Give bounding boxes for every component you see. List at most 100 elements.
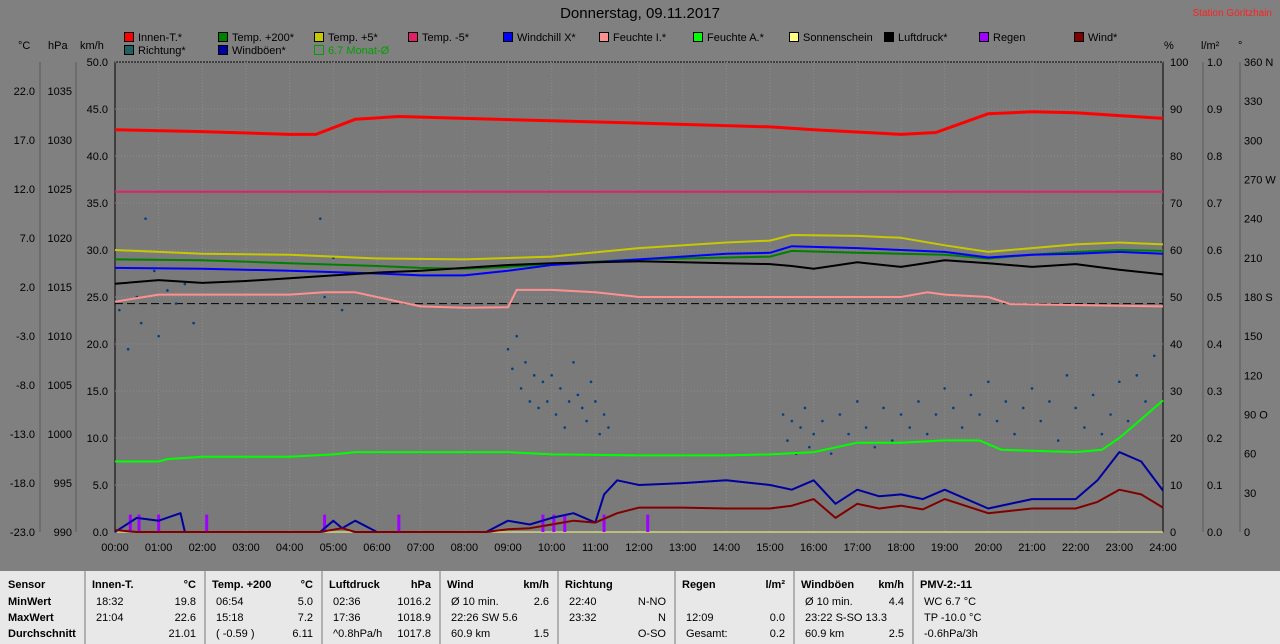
tick-label-direction: 210 xyxy=(1244,253,1262,265)
column-separator xyxy=(674,571,676,644)
rain-bar xyxy=(397,514,401,532)
legend-swatch xyxy=(218,32,228,42)
cell-label: 17:36 xyxy=(333,612,361,624)
tick-label-time: 10:00 xyxy=(538,542,566,554)
tick-label-pressure: 1025 xyxy=(48,184,72,196)
legend-item: Temp. +200* xyxy=(218,32,294,45)
cell-value: 0.0 xyxy=(769,612,785,624)
direction-point xyxy=(567,400,571,403)
tick-label-time: 23:00 xyxy=(1106,542,1134,554)
direction-point xyxy=(323,295,326,299)
direction-point xyxy=(987,380,990,384)
tick-label-temp: 12.0 xyxy=(14,184,35,196)
tick-label-pressure: 1015 xyxy=(48,282,72,294)
tick-label-temp: -13.0 xyxy=(10,429,35,441)
unit-celsius: °C xyxy=(18,40,31,52)
direction-point xyxy=(803,406,807,410)
cell-value: N-NO xyxy=(637,596,666,608)
legend-item: Regen xyxy=(979,32,1025,45)
direction-point xyxy=(925,432,929,436)
tick-label-rain: 1.0 xyxy=(1207,57,1222,69)
direction-point xyxy=(563,426,567,429)
series-line xyxy=(114,234,1164,261)
direction-point xyxy=(139,321,143,325)
cell-label: 15:18 xyxy=(216,612,244,624)
tick-label-time: 02:00 xyxy=(189,542,217,554)
tick-label-rain: 0.1 xyxy=(1207,480,1222,492)
tick-label-wind: 50.0 xyxy=(87,57,108,69)
rain-bar xyxy=(323,514,327,532)
cell-value: 19.8 xyxy=(174,596,196,608)
cell-value: 1.5 xyxy=(533,628,549,640)
direction-point xyxy=(882,406,885,410)
tick-label-wind: 45.0 xyxy=(87,104,108,116)
column-header: Innen-T. xyxy=(92,579,134,591)
tick-label-time: 11:00 xyxy=(582,542,609,554)
legend-item: Richtung* xyxy=(124,45,186,58)
legend-label: Richtung* xyxy=(138,45,186,57)
direction-point xyxy=(799,426,802,429)
direction-point xyxy=(1152,354,1156,358)
direction-point xyxy=(1109,413,1112,416)
tick-label-time: 22:00 xyxy=(1062,542,1090,554)
direction-point xyxy=(917,400,920,403)
legend-label: Windchill X* xyxy=(517,32,576,44)
series-line xyxy=(114,245,1164,277)
direction-point xyxy=(812,432,815,436)
direction-point xyxy=(153,269,156,273)
tick-label-time: 07:00 xyxy=(407,542,435,554)
rain-bar xyxy=(205,514,209,532)
legend-swatch xyxy=(124,32,134,42)
legend-label: Temp. +5* xyxy=(328,32,378,44)
cell-value: 1017.8 xyxy=(397,628,431,640)
tick-label-temp: -23.0 xyxy=(10,527,35,539)
tick-label-humidity: 90 xyxy=(1170,104,1182,116)
column-separator xyxy=(912,571,914,644)
tick-label-wind: 5.0 xyxy=(93,480,108,492)
cell-value: 5.0 xyxy=(297,596,313,608)
tick-label-rain: 0.7 xyxy=(1207,198,1222,210)
tick-label-humidity: 20 xyxy=(1170,433,1182,445)
page-title: Donnerstag, 09.11.2017 xyxy=(560,5,720,22)
tick-label-rain: 0.4 xyxy=(1207,339,1222,351)
tick-label-temp: 7.0 xyxy=(20,233,35,245)
direction-point xyxy=(532,374,536,377)
tick-label-temp: 17.0 xyxy=(14,135,35,147)
tick-label-time: 20:00 xyxy=(975,542,1003,554)
direction-point xyxy=(511,367,514,371)
legend-swatch xyxy=(503,32,513,42)
direction-point xyxy=(781,413,785,416)
tick-label-rain: 0.6 xyxy=(1207,245,1222,257)
direction-point xyxy=(873,445,877,449)
tick-label-rain: 0.8 xyxy=(1207,151,1222,163)
column-unit: hPa xyxy=(410,579,431,591)
tick-label-rain: 0.0 xyxy=(1207,527,1222,539)
legend-swatch xyxy=(789,32,799,42)
tick-label-humidity: 80 xyxy=(1170,151,1182,163)
direction-point xyxy=(952,406,955,410)
tick-label-time: 05:00 xyxy=(320,542,348,554)
direction-point xyxy=(829,452,833,455)
direction-point xyxy=(554,413,558,416)
tick-label-time: 18:00 xyxy=(887,542,915,554)
legend-item: Windchill X* xyxy=(503,32,576,45)
direction-point xyxy=(1039,419,1043,423)
cell-value: 21.01 xyxy=(168,628,196,640)
tick-label-time: 06:00 xyxy=(363,542,391,554)
legend-swatch xyxy=(408,32,418,42)
legend-label: 6.7 Monat-Ø xyxy=(328,45,390,57)
legend-label: Temp. +200* xyxy=(232,32,295,44)
column-header: Richtung xyxy=(565,579,613,591)
tick-label-time: 19:00 xyxy=(931,542,959,554)
tick-label-time: 03:00 xyxy=(232,542,260,554)
cell-label: 60.9 km xyxy=(451,628,491,640)
tick-label-wind: 30.0 xyxy=(87,245,108,257)
tick-label-time: 00:00 xyxy=(101,542,129,554)
direction-point xyxy=(318,217,322,220)
cell-value: 0.2 xyxy=(769,628,785,640)
direction-point xyxy=(541,380,545,384)
tick-label-time: 09:00 xyxy=(494,542,522,554)
tick-label-pressure: 1005 xyxy=(48,380,72,392)
rain-bar xyxy=(646,514,650,532)
direction-point xyxy=(1074,406,1077,410)
